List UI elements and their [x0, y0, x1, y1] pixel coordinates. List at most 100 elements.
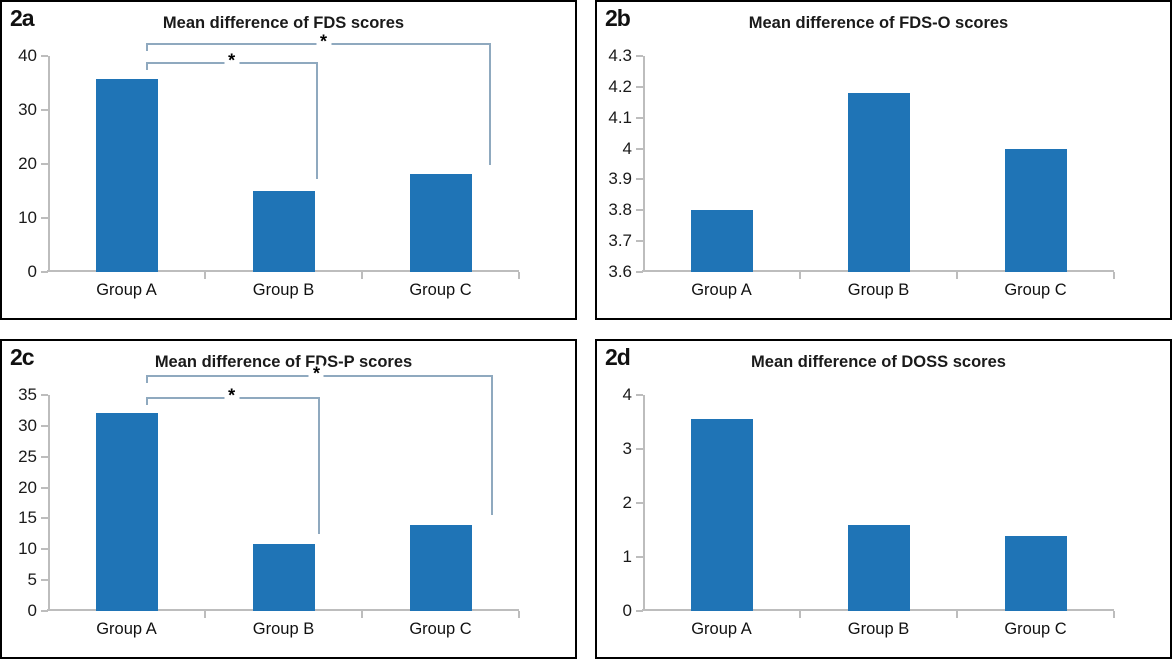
- y-tick-label: 20: [18, 477, 37, 497]
- significance-star: *: [224, 52, 240, 71]
- y-tick-mark: [41, 55, 48, 57]
- x-tick-mark: [1113, 611, 1115, 618]
- significance-bracket-drop: [490, 375, 493, 516]
- y-tick-label: 10: [18, 208, 37, 227]
- y-tick-mark: [636, 610, 643, 612]
- significance-bracket-left-tick: [145, 62, 148, 71]
- plot-area-2a: 0 10 20 30 40 Group A Group B Group C * *: [18, 32, 520, 299]
- chart-panel-2c: 2c Mean difference of FDS-P scores 0 5 10 1…: [0, 339, 577, 659]
- y-tick-label: 4.2: [608, 76, 632, 96]
- y-tick-label: 2: [622, 493, 632, 512]
- bar-group-c: [1004, 536, 1067, 611]
- plot-area-2d: 0 1 2 3 4 Group A Group B Group C: [623, 385, 1115, 638]
- bar-group-c: [409, 173, 472, 272]
- x-tick-mark: [1113, 272, 1115, 279]
- y-tick-label: 35: [18, 385, 37, 404]
- y-tick-mark: [41, 394, 48, 396]
- y-axis-line: [643, 56, 645, 272]
- y-tick-label: 3.8: [608, 200, 632, 220]
- y-tick-mark: [636, 556, 643, 558]
- category-label-group-c: Group C: [1004, 281, 1067, 299]
- panel-label: 2d: [605, 344, 631, 370]
- y-tick-label: 4: [622, 385, 632, 404]
- chart-panel-2d: 2d Mean difference of DOSS scores 0 1 2 3 4 G…: [595, 339, 1172, 659]
- y-tick-label: 4.3: [608, 46, 632, 65]
- y-tick-label: 0: [27, 262, 37, 281]
- chart-title: Mean difference of DOSS scores: [751, 353, 1006, 371]
- y-tick-label: 4: [622, 138, 632, 158]
- y-tick-mark: [636, 240, 643, 243]
- category-label-group-a: Group A: [691, 620, 752, 638]
- x-tick-mark: [956, 611, 958, 618]
- y-tick-label: 3.6: [608, 262, 632, 281]
- y-tick-label: 20: [18, 154, 37, 173]
- significance-star: *: [224, 387, 240, 406]
- y-tick-label: 3: [622, 439, 632, 458]
- y-tick-label: 30: [18, 100, 37, 119]
- y-tick-mark: [41, 424, 48, 427]
- category-label-group-c: Group C: [409, 281, 472, 299]
- y-axis-line: [643, 395, 645, 611]
- y-tick-label: 10: [18, 539, 37, 559]
- category-label-group-b: Group B: [252, 620, 315, 638]
- chart-title: Mean difference of FDS-O scores: [748, 14, 1009, 32]
- category-label-group-b: Group B: [847, 281, 910, 299]
- significance-bracket-drop: [316, 62, 319, 180]
- panel-label: 2a: [10, 5, 35, 31]
- category-label-group-a: Group A: [96, 281, 157, 299]
- y-axis-line: [48, 395, 50, 611]
- significance-star: *: [316, 32, 332, 51]
- category-label-group-a: Group A: [96, 620, 157, 638]
- y-axis-line: [48, 56, 50, 272]
- x-tick-mark: [204, 611, 206, 618]
- category-label-group-c: Group C: [1004, 620, 1067, 638]
- x-tick-mark: [799, 272, 801, 279]
- significance-bracket-drop: [489, 43, 492, 165]
- bar-group-b: [847, 93, 910, 272]
- bar-group-b: [847, 524, 910, 611]
- y-tick-mark: [636, 209, 643, 212]
- y-tick-label: 30: [18, 415, 37, 435]
- category-label-group-b: Group B: [252, 281, 315, 299]
- bar-group-c: [409, 524, 472, 611]
- y-tick-mark: [636, 178, 643, 181]
- x-tick-mark: [204, 272, 206, 279]
- x-tick-mark: [518, 611, 520, 618]
- y-tick-mark: [636, 502, 643, 504]
- y-tick-label: 15: [18, 508, 37, 528]
- y-tick-mark: [636, 271, 643, 273]
- y-tick-mark: [636, 147, 643, 150]
- y-tick-label: 5: [27, 570, 37, 590]
- significance-bracket-left-tick: [145, 43, 148, 52]
- y-tick-mark: [41, 610, 48, 612]
- y-tick-mark: [636, 448, 643, 450]
- y-tick-mark: [636, 116, 643, 119]
- chart-title: Mean difference of FDS scores: [162, 14, 405, 32]
- y-tick-mark: [636, 55, 643, 57]
- category-label-group-b: Group B: [847, 620, 910, 638]
- y-tick-label: 0: [622, 601, 632, 620]
- y-tick-mark: [41, 548, 48, 551]
- x-tick-mark: [799, 611, 801, 618]
- bar-group-b: [252, 544, 315, 611]
- plot-area-2c: 0 5 10 15 20 25 30 35 Group A Group B Group C * *: [18, 364, 520, 638]
- bar-group-a: [690, 210, 753, 272]
- y-tick-mark: [41, 109, 48, 111]
- y-tick-mark: [41, 517, 48, 520]
- y-tick-label: 1: [622, 547, 632, 566]
- significance-star: *: [308, 364, 324, 383]
- panel-label: 2b: [605, 5, 631, 31]
- category-label-group-a: Group A: [691, 281, 752, 299]
- significance-bracket-drop: [317, 397, 320, 534]
- x-tick-mark: [361, 272, 363, 279]
- chart-title: Mean difference of FDS-P scores: [154, 353, 413, 371]
- y-tick-mark: [636, 394, 643, 396]
- x-tick-mark: [361, 611, 363, 618]
- y-tick-mark: [41, 163, 48, 165]
- significance-bracket-left-tick: [145, 375, 148, 384]
- bar-group-a: [95, 412, 158, 611]
- bar-group-c: [1004, 148, 1067, 272]
- x-tick-mark: [956, 272, 958, 279]
- panel-label: 2c: [10, 344, 35, 370]
